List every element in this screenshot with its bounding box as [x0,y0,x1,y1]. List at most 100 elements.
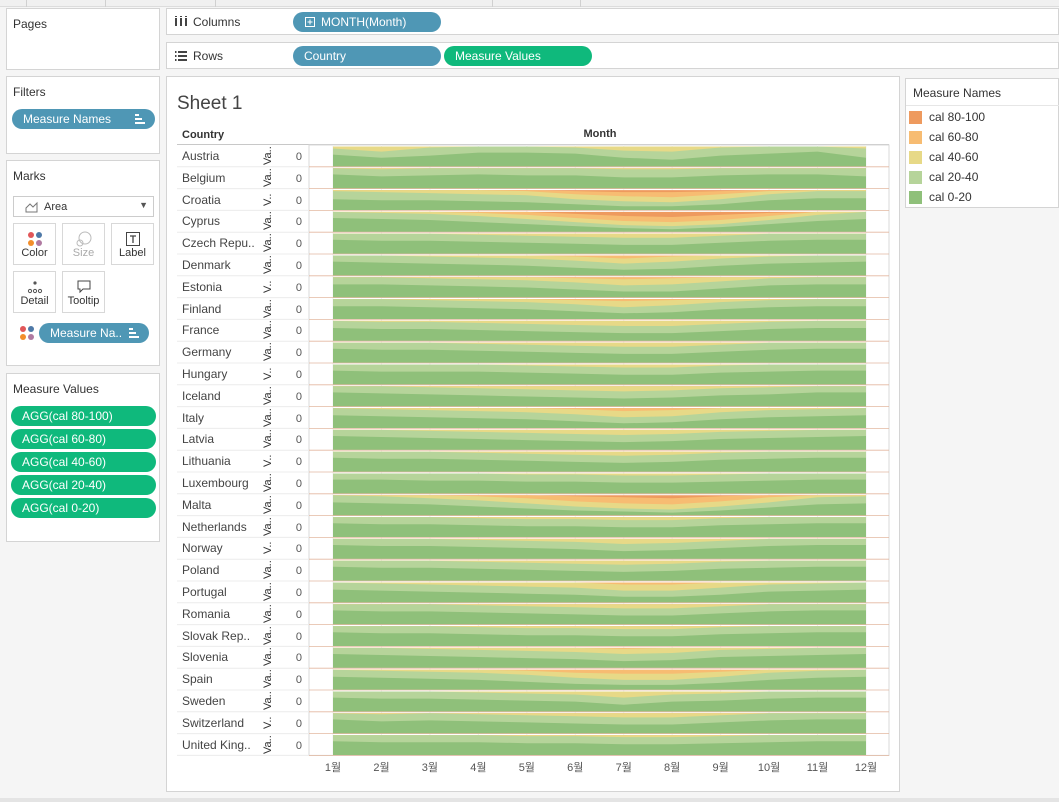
country-label[interactable]: Finland [182,301,222,316]
country-label[interactable]: Sweden [182,694,226,708]
month-tick-label: 12월 [854,762,878,774]
country-label[interactable]: Austria [182,149,220,163]
marks-tooltip-button[interactable]: Tooltip [62,271,105,313]
legend-label: cal 20-40 [929,170,979,184]
marks-pill-label: Measure Na.. [50,326,123,340]
month-tick-label: 11월 [806,762,829,774]
country-label[interactable]: Estonia [182,279,223,294]
axis-zero-tick: 0 [295,412,302,425]
marks-card[interactable]: Marks Area ▼ Color Size Label Detail [6,160,160,366]
measure-values-row-pill[interactable]: Measure Values [444,46,592,66]
axis-zero-tick: 0 [295,521,302,534]
area-band-cal-0-20 [333,348,866,363]
month-tick-label: 7월 [615,762,632,774]
country-label[interactable]: Norway [182,541,223,556]
country-label[interactable]: Lithuania [182,454,231,469]
country-label[interactable]: Portugal [182,585,227,599]
country-label[interactable]: Latvia [182,432,215,447]
country-label[interactable]: Malta [182,497,212,512]
month-tick-label: 3월 [421,762,439,774]
area-band-cal-0-20 [333,239,866,254]
measure-values-card[interactable]: Measure Values AGG(cal 80-100) AGG(cal 6… [6,373,160,542]
sheet-title: Sheet 1 [177,93,243,114]
area-band-cal-0-20 [333,479,866,494]
area-band-cal-0-20 [333,306,866,320]
area-band-cal-0-20 [333,415,866,429]
country-label[interactable]: United King.. [182,737,251,752]
tab-divider [580,0,581,7]
month-tick-label: 1월 [324,762,342,774]
area-band-cal-0-20 [333,654,866,669]
area-band-cal-0-20 [333,198,866,211]
mark-type-dropdown[interactable]: Area ▼ [13,196,154,217]
country-label[interactable]: Croatia [182,192,221,207]
axis-zero-tick: 0 [295,608,302,621]
rows-shelf[interactable]: Rows Country Measure Values [166,42,1059,69]
axis-zero-tick: 0 [295,281,302,294]
month-tick-label: 2월 [373,762,390,774]
legend-swatch [909,171,922,184]
marks-label-button[interactable]: Label [111,223,154,265]
country-label[interactable]: Luxembourg [182,476,249,490]
axis-zero-tick: 0 [295,717,302,730]
country-label[interactable]: Iceland [182,388,221,403]
axis-zero-tick: 0 [295,739,302,752]
filters-title: Filters [13,85,46,99]
tab-divider [105,0,106,7]
axis-zero-tick: 0 [295,369,302,381]
area-band-cal-0-20 [333,436,866,451]
measure-value-pill[interactable]: AGG(cal 0-20) [11,498,156,518]
area-icon [25,201,38,213]
country-label[interactable]: Slovenia [182,650,229,665]
measure-value-pill[interactable]: AGG(cal 60-80) [11,429,156,449]
filters-card[interactable]: Filters Measure Names [6,76,160,154]
measure-value-pill[interactable]: AGG(cal 80-100) [11,406,156,426]
month-header: Month [583,128,617,140]
measure-value-pill[interactable]: AGG(cal 20-40) [11,475,156,495]
country-label[interactable]: Belgium [182,170,226,185]
country-label[interactable]: Romania [182,606,231,621]
marks-size-button[interactable]: Size [62,223,105,265]
chevron-down-icon: ▼ [139,200,148,210]
axis-zero-tick: 0 [295,172,302,185]
country-label[interactable]: Switzerland [182,715,245,730]
columns-label: Columns [193,15,241,29]
tab-divider [26,0,27,7]
country-label[interactable]: Slovak Rep.. [182,628,251,643]
columns-shelf[interactable]: Columns MONTH(Month) [166,8,1059,35]
country-label[interactable]: France [182,323,220,338]
area-band-cal-0-20 [333,261,866,276]
filter-measure-names-pill[interactable]: Measure Names [12,109,155,129]
size-icon [76,231,91,247]
country-label[interactable]: Spain [182,672,213,687]
area-band-cal-0-20 [333,566,866,581]
area-band-cal-0-20 [333,392,866,407]
country-label[interactable]: Hungary [182,367,228,381]
tooltip-icon [77,280,90,294]
legend-card[interactable]: Measure Names [905,78,1059,208]
country-label[interactable]: Denmark [182,258,231,272]
country-label[interactable]: Cyprus [182,214,221,229]
marks-color-button[interactable]: Color [13,223,56,265]
measure-value-pill[interactable]: AGG(cal 40-60) [11,452,156,472]
detail-icon [27,281,42,294]
legend-label: cal 40-60 [929,150,979,164]
area-band-cal-0-20 [333,741,866,756]
expand-plus-icon [305,17,315,27]
country-label[interactable]: Czech Repu.. [182,236,255,251]
country-label[interactable]: Germany [182,345,232,360]
axis-zero-tick: 0 [295,238,302,251]
marks-detail-button[interactable]: Detail [13,271,56,313]
tab-divider [215,0,216,7]
country-row-pill[interactable]: Country [293,46,441,66]
marks-title: Marks [13,169,46,183]
pages-card[interactable]: Pages [6,8,160,70]
month-column-pill[interactable]: MONTH(Month) [293,12,441,32]
country-label[interactable]: Poland [182,563,220,578]
marks-measure-names-pill[interactable]: Measure Na.. [39,323,149,343]
country-label[interactable]: Netherlands [182,519,247,534]
sort-icon [135,114,145,124]
country-label[interactable]: Italy [182,410,205,425]
area-band-cal-0-20 [333,370,866,385]
